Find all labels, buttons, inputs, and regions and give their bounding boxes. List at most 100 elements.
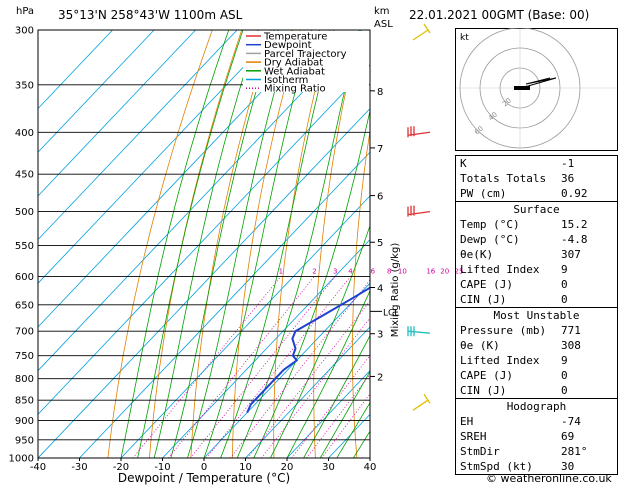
index-row: θe (K) 308 [456, 338, 617, 353]
wind-barb [407, 126, 431, 138]
pressure-tick-label: 350 [15, 80, 34, 91]
most-unstable-section: Most Unstable Pressure (mb) 771 θe (K) 308 L… [455, 308, 618, 399]
pressure-tick-label: 750 [15, 351, 34, 362]
isotherm-line [162, 238, 370, 458]
index-row: θe(K) 307 [456, 247, 617, 262]
isotherm-line [203, 282, 370, 458]
isotherm-line [79, 151, 370, 458]
pressure-tick-label: 550 [15, 241, 34, 252]
km-tick-label: 6 [377, 192, 383, 203]
isotherm-line [245, 326, 370, 458]
pressure-tick-label: 600 [15, 272, 34, 283]
index-value: 308 [561, 339, 581, 352]
hodograph-section: Hodograph EH -74 SREH 69 StmDir 281° StmSpd (k… [455, 399, 618, 475]
index-value: 69 [561, 430, 575, 443]
most-unstable-title: Most Unstable [493, 309, 580, 322]
index-label: PW (cm) [460, 187, 507, 200]
wind-barb-stroke [407, 326, 431, 337]
index-row: StmSpd (kt) 30 [456, 459, 617, 474]
index-row: Temp (°C) 15.2 [456, 217, 617, 232]
legend-entry: Temperature [263, 32, 327, 43]
wet-adiabat-line [303, 334, 370, 458]
axes: 1 2 3 4 6 8 10 16 20 25-40 -30 -20 -10 0 10 20 30 4087654… [30, 87, 464, 473]
wind-barb-stroke [407, 205, 431, 217]
x-axis-label: Dewpoint / Temperature (°C) [118, 471, 290, 485]
x-tick-label: 20 [281, 462, 294, 473]
index-label: Dewp (°C) [460, 233, 520, 246]
wet-adiabat-line [120, 30, 230, 458]
isotherm-line [38, 30, 279, 284]
index-label: StmSpd (kt) [460, 460, 533, 473]
index-row: Dewp (°C) -4.8 [456, 232, 617, 247]
hodograph-ring-label: 40 [487, 111, 499, 123]
index-value: -4.8 [561, 233, 588, 246]
index-value: -1 [561, 157, 575, 170]
wind-barb [407, 205, 431, 217]
wind-barb-stroke [412, 393, 431, 411]
mixing-ratio-label: 10 [398, 267, 407, 275]
index-label: CIN (J) [460, 293, 507, 306]
km-unit: km [374, 6, 390, 17]
wet-adiabat-line [153, 30, 259, 458]
pressure-tick-label: 850 [15, 396, 34, 407]
x-tick-label: -40 [30, 462, 46, 473]
index-row: Totals Totals 36 [456, 171, 617, 186]
km-tick-label: 2 [377, 372, 383, 383]
index-label: CAPE (J) [460, 369, 513, 382]
lcl-label: LCL [383, 308, 399, 318]
index-label: Temp (°C) [460, 218, 520, 231]
pressure-tick-label: 400 [15, 128, 34, 139]
index-row: PW (cm) 0.92 [456, 186, 617, 201]
hodograph-title: Hodograph [506, 400, 567, 413]
pressure-tick-label: 500 [15, 207, 34, 218]
x-tick-label: 10 [239, 462, 252, 473]
wind-barb [412, 393, 431, 411]
wind-barb-stroke [407, 126, 431, 138]
index-value: 0 [561, 384, 568, 397]
index-label: Pressure (mb) [460, 324, 547, 337]
mixing-ratio-label: 4 [348, 267, 353, 275]
pressure-tick-label: 1000 [9, 454, 34, 465]
index-label: θe (K) [460, 339, 500, 352]
index-value: 0 [561, 278, 568, 291]
km-tick-label: 3 [377, 330, 383, 341]
km-tick-label: 8 [377, 87, 383, 98]
mixing-ratio-label: 20 [440, 267, 449, 275]
isotherm-line [38, 30, 362, 372]
isotherm-line [38, 30, 321, 328]
mixing-ratio-axis-label: Mixing Ratio (g/kg) [390, 243, 401, 338]
hodograph-ring-label: 60 [473, 125, 485, 137]
index-value: 9 [561, 263, 568, 276]
index-row: EH -74 [456, 414, 617, 429]
mixing-ratio-line [206, 276, 351, 458]
wet-adiabat-line [336, 401, 370, 458]
surface-title: Surface [513, 203, 560, 216]
index-row: CAPE (J) 0 [456, 277, 617, 292]
mixing-ratio-label: 25 [455, 267, 464, 275]
index-row: Pressure (mb) 771 [456, 323, 617, 338]
dry-adiabat-line [624, 30, 629, 458]
pressure-tick-label: 900 [15, 416, 34, 427]
legend-entry: Dry Adiabat [264, 58, 323, 69]
index-value: -74 [561, 415, 581, 428]
mixing-ratio-label: 6 [371, 267, 376, 275]
index-row: CAPE (J) 0 [456, 368, 617, 383]
hodograph-frame [455, 28, 618, 151]
index-value: 30 [561, 460, 575, 473]
legend-entry: Dewpoint [264, 40, 312, 51]
index-label: CIN (J) [460, 384, 507, 397]
isotherm-line [38, 64, 370, 415]
index-label: StmDir [460, 445, 500, 458]
isotherm-line [38, 30, 155, 153]
index-label: K [460, 157, 467, 170]
pressure-tick-label: 650 [15, 300, 34, 311]
mixing-ratio-line [321, 393, 370, 458]
legend-background [243, 31, 369, 92]
index-value: 307 [561, 248, 581, 261]
location-header: 35°13'N 258°43'W 1100m ASL [58, 8, 243, 22]
km-tick-label: 7 [377, 144, 383, 155]
isotherm-line [38, 30, 113, 110]
